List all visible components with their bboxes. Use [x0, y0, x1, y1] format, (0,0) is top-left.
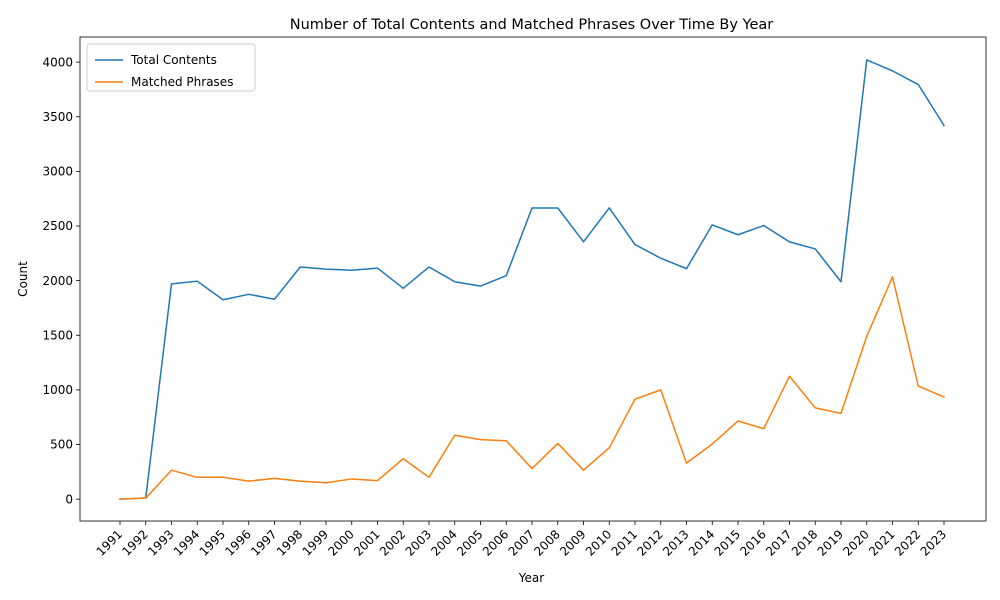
legend-box: [86, 43, 256, 92]
y-tick-label: 3000: [42, 165, 73, 179]
legend: Total Contents Matched Phrases: [86, 43, 256, 92]
y-tick-label: 1500: [42, 328, 73, 342]
y-axis-title: Count: [16, 261, 30, 297]
y-tick-label: 3500: [42, 110, 73, 124]
series-line-total-contents: [119, 59, 946, 500]
y-tick-label: 0: [65, 492, 73, 506]
x-axis-title: Year: [518, 571, 544, 585]
plot-frame: [79, 36, 987, 522]
series-line-matched-phrases: [119, 276, 945, 500]
y-tick-label: 2000: [42, 274, 73, 288]
legend-label-total-contents: Total Contents: [130, 53, 217, 67]
y-tick-label: 500: [50, 438, 73, 452]
chart-title: Number of Total Contents and Matched Phr…: [290, 17, 773, 33]
legend-label-matched-phrases: Matched Phrases: [131, 75, 233, 89]
y-tick-label: 2500: [42, 219, 73, 233]
plot-area: [119, 59, 946, 500]
y-tick-label: 4000: [42, 55, 73, 69]
y-tick-label: 1000: [42, 383, 73, 397]
